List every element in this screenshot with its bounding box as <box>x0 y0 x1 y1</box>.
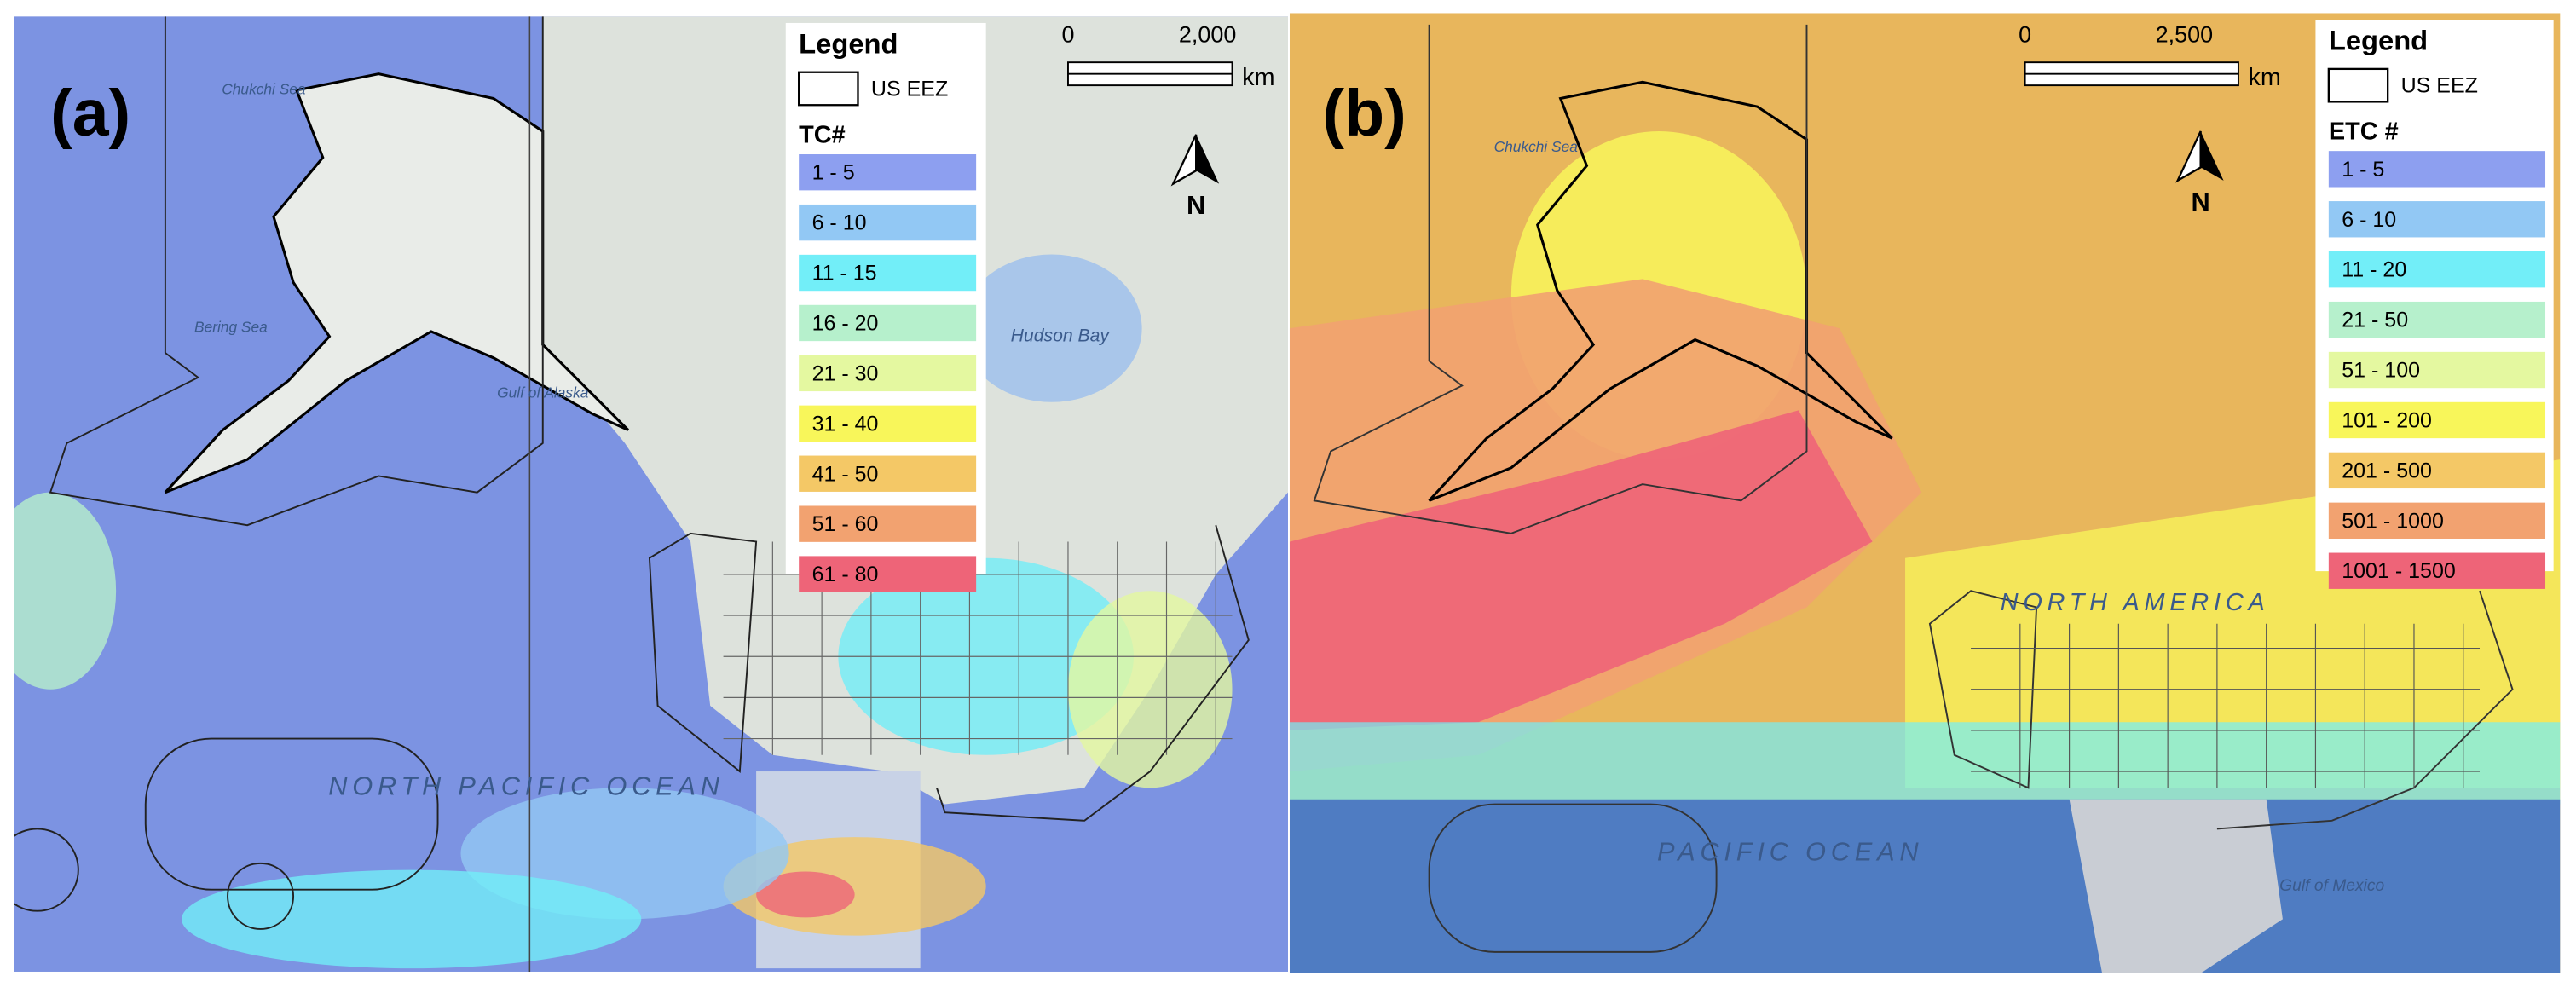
legend-label: 1 - 5 <box>812 161 855 185</box>
map-label: Gulf of Alaska <box>497 384 589 401</box>
map-panel <box>14 16 1288 972</box>
legend-label: 201 - 500 <box>2342 459 2432 482</box>
legend-subtitle: ETC # <box>2329 118 2399 146</box>
legend-label: 41 - 50 <box>812 462 879 486</box>
map-label: Chukchi Sea <box>222 80 306 97</box>
legend-subtitle: TC# <box>799 121 846 148</box>
scale-label: 2,500 <box>2156 21 2213 47</box>
legend-swatch <box>799 304 977 342</box>
legend-swatch <box>2328 502 2546 539</box>
legend-label: 501 - 1000 <box>2342 509 2444 533</box>
legend-label: 11 - 20 <box>2342 258 2406 282</box>
legend-swatch <box>2328 201 2546 238</box>
legend-label: 6 - 10 <box>812 211 867 235</box>
legend-label: 6 - 10 <box>2342 208 2396 232</box>
legend-swatch <box>799 355 977 392</box>
land <box>2069 799 2283 973</box>
legend-label: 1 - 5 <box>2342 158 2384 182</box>
map-panel <box>1289 13 2561 973</box>
legend-label: 1001 - 1500 <box>2342 559 2456 583</box>
track-density <box>756 871 855 918</box>
legend-label: 31 - 40 <box>812 412 879 436</box>
legend-label: 51 - 100 <box>2342 359 2420 383</box>
legend-swatch <box>2328 401 2546 439</box>
legend-label: 21 - 50 <box>2342 309 2408 332</box>
legend-swatch <box>799 204 977 241</box>
density-band <box>1289 722 2561 805</box>
legend-swatch <box>2327 67 2389 103</box>
north-label: N <box>2192 187 2210 216</box>
legend-label: US EEZ <box>2401 74 2478 98</box>
map-label: PACIFIC OCEAN <box>1657 836 1923 866</box>
legend-swatch <box>799 154 977 191</box>
panel-label: (a) <box>50 77 130 150</box>
north-label: N <box>1187 190 1205 220</box>
legend-title: Legend <box>2329 25 2428 56</box>
legend-label: 101 - 200 <box>2342 408 2432 432</box>
scale-unit: km <box>1242 64 1275 91</box>
legend-swatch <box>799 455 977 492</box>
eez-outline <box>14 828 79 912</box>
scale-unit: km <box>2248 64 2281 91</box>
north-arrow <box>2200 131 2224 181</box>
track-density <box>14 492 117 690</box>
eez-outline <box>1313 24 1808 534</box>
legend-swatch <box>2328 552 2546 589</box>
legend-swatch <box>2328 301 2546 338</box>
legend-label: 16 - 20 <box>812 311 879 335</box>
ocean <box>1289 799 2561 973</box>
density-band <box>1289 410 1873 730</box>
map-label: NORTH AMERICA <box>2001 589 2270 616</box>
legend-title: Legend <box>799 28 898 60</box>
eez-outline <box>144 737 439 891</box>
water-body <box>961 254 1142 402</box>
legend-swatch <box>2328 452 2546 489</box>
map-label: Chukchi Sea <box>1494 138 1579 155</box>
track-density <box>182 869 642 969</box>
scale-label: 2,000 <box>1179 21 1236 47</box>
eez-outline <box>648 524 1250 822</box>
eez-outline <box>227 862 295 930</box>
legend-label: 61 - 80 <box>812 563 879 586</box>
state-lines <box>1971 623 2480 788</box>
map-label: Bering Sea <box>194 319 268 336</box>
legend-label: US EEZ <box>871 78 948 101</box>
map-label: NORTH PACIFIC OCEAN <box>328 771 725 800</box>
map-label: Hudson Bay <box>1011 326 1111 345</box>
legend-label: 11 - 15 <box>812 262 877 286</box>
legend-swatch <box>799 254 977 292</box>
state-lines <box>723 541 1233 755</box>
eez-outline <box>49 16 544 527</box>
panel-label: (b) <box>1322 77 1406 150</box>
legend-swatch <box>2328 251 2546 288</box>
map-label: Gulf of Mexico <box>2279 877 2384 895</box>
legend-label: 21 - 30 <box>812 361 879 385</box>
track-density <box>1067 591 1233 788</box>
eez-outline <box>1428 803 1718 953</box>
legend-swatch <box>2328 351 2546 389</box>
legend-swatch <box>799 556 977 592</box>
scale-label: 0 <box>1061 21 1074 47</box>
legend-swatch <box>799 405 977 442</box>
scale-label: 0 <box>2019 21 2031 47</box>
legend-swatch <box>2328 151 2546 188</box>
legend-swatch <box>798 71 859 107</box>
legend-swatch <box>799 505 977 542</box>
legend-label: 51 - 60 <box>812 512 879 536</box>
